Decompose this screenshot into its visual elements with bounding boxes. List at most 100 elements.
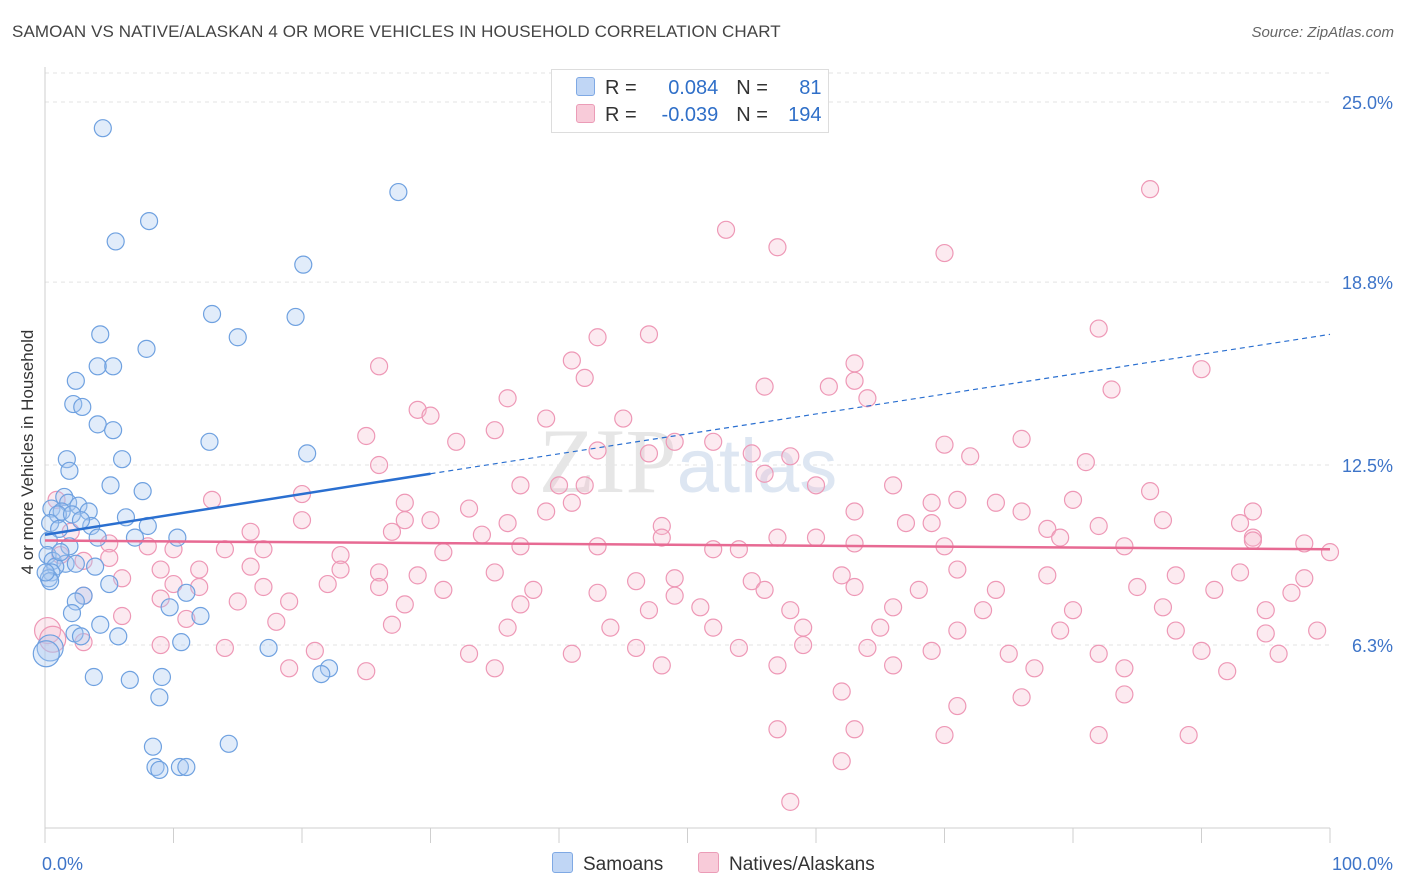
- native-point: [215, 638, 234, 658]
- native-point: [498, 513, 517, 533]
- samoan-point: [41, 572, 60, 591]
- native-point: [845, 720, 864, 739]
- legend-r-value: -0.039: [661, 104, 719, 126]
- native-point: [485, 563, 504, 582]
- native-point: [1320, 543, 1340, 562]
- samoan-point: [168, 528, 187, 547]
- native-point: [485, 659, 504, 678]
- samoan-point: [86, 557, 105, 576]
- native-point: [652, 528, 671, 547]
- native-point: [370, 563, 389, 582]
- native-point: [639, 601, 659, 620]
- native-point: [1256, 601, 1275, 620]
- samoan-point: [125, 528, 145, 547]
- samoan-point: [139, 211, 159, 231]
- native-point: [1089, 516, 1108, 536]
- samoan-point: [57, 450, 76, 469]
- legend-n-label: N =: [736, 104, 768, 126]
- samoan-point: [101, 476, 120, 495]
- native-point: [537, 409, 556, 428]
- legend-r-label: R =: [605, 77, 637, 99]
- native-point: [1038, 566, 1057, 585]
- x-tick-label-min: 0.0%: [42, 854, 83, 874]
- samoan-point: [104, 357, 123, 376]
- native-point: [665, 432, 684, 451]
- chart-title: SAMOAN VS NATIVE/ALASKAN 4 OR MORE VEHIC…: [12, 22, 781, 41]
- native-point: [357, 426, 376, 446]
- native-point: [370, 455, 389, 475]
- native-point: [382, 615, 402, 634]
- native-point: [1038, 519, 1057, 539]
- samoan-point: [286, 307, 305, 327]
- native-point: [498, 389, 517, 408]
- native-point: [1025, 659, 1044, 678]
- samoan-point: [71, 511, 91, 530]
- samoans-legend-swatch: [552, 852, 573, 873]
- native-point: [768, 720, 787, 739]
- native-point: [1243, 531, 1263, 550]
- native-point: [781, 447, 800, 466]
- bottom-legend-natives: Natives/Alaskans: [698, 852, 875, 876]
- native-point: [704, 432, 723, 451]
- samoan-point: [219, 734, 238, 753]
- y-axis-label: 4 or more Vehicles in Household: [18, 329, 37, 575]
- native-point: [1063, 601, 1083, 620]
- native-point: [1051, 528, 1070, 547]
- native-point: [370, 577, 389, 597]
- native-point: [1051, 621, 1070, 640]
- native-point: [215, 540, 234, 559]
- samoan-point: [143, 737, 163, 756]
- native-point: [626, 572, 646, 591]
- samoan-point: [66, 371, 85, 390]
- native-point: [639, 444, 659, 463]
- native-point: [704, 540, 723, 559]
- native-point: [871, 618, 890, 637]
- native-point: [1102, 380, 1121, 399]
- native-point: [1243, 502, 1263, 521]
- native-point: [1063, 490, 1083, 509]
- native-point: [1012, 502, 1031, 521]
- native-point: [280, 659, 299, 678]
- native-point: [948, 560, 967, 579]
- native-point: [1115, 659, 1134, 678]
- native-point: [922, 641, 941, 660]
- native-point: [935, 725, 954, 745]
- native-point: [202, 490, 222, 509]
- native-point: [665, 569, 684, 588]
- native-point: [729, 638, 749, 658]
- native-point: [1166, 566, 1185, 585]
- samoan-point: [294, 255, 313, 274]
- native-point: [562, 644, 581, 663]
- native-point: [472, 525, 491, 544]
- native-point: [511, 595, 530, 614]
- native-point: [1089, 644, 1108, 663]
- native-point: [742, 572, 761, 591]
- native-point: [832, 566, 851, 585]
- native-point: [1192, 641, 1211, 660]
- native-point: [1089, 319, 1108, 338]
- native-point: [434, 543, 453, 562]
- native-point: [1256, 624, 1275, 643]
- native-point: [935, 243, 954, 263]
- native-point: [190, 560, 209, 579]
- native-point: [408, 566, 427, 585]
- native-point: [100, 548, 119, 568]
- native-point: [1230, 513, 1250, 533]
- native-point: [819, 377, 838, 396]
- samoan-point: [191, 606, 210, 626]
- native-point: [858, 389, 877, 408]
- native-point: [241, 522, 260, 541]
- samoan-point: [109, 627, 128, 646]
- native-point: [896, 513, 916, 533]
- native-point: [370, 357, 389, 376]
- samoan-point: [228, 328, 247, 347]
- native-point: [395, 493, 414, 512]
- native-point: [498, 618, 517, 637]
- native-point: [241, 557, 260, 576]
- samoan-point: [91, 325, 110, 344]
- native-point: [755, 464, 774, 483]
- native-point: [1192, 360, 1211, 379]
- native-point: [948, 621, 967, 640]
- native-point: [755, 377, 774, 396]
- native-point: [883, 476, 903, 495]
